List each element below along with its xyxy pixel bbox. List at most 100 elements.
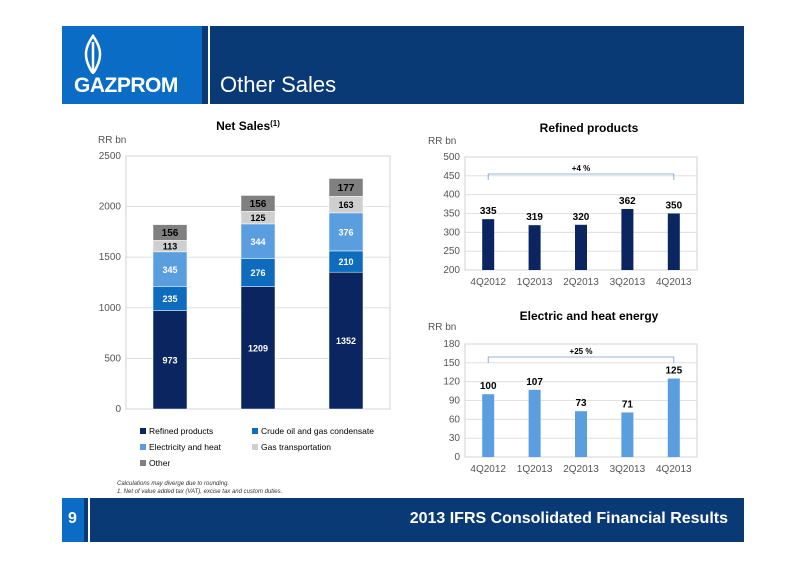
bar — [667, 213, 680, 270]
x-tick-label: 4Q2012 — [470, 277, 506, 288]
electric-heat-chart: Electric and heat energy RR bn 0 30 60 90 120 1… — [428, 309, 698, 475]
page-title: Other Sales — [220, 72, 337, 97]
data-label: 973 — [162, 355, 177, 365]
x-tick-label: 4Q2013 — [656, 277, 692, 288]
y-tick-label: 150 — [443, 358, 460, 369]
refined-products-chart: Refined products RR bn 200 250 300 350 400 450 5… — [428, 121, 698, 288]
legend-swatch — [140, 428, 146, 434]
y-tick-label: 60 — [449, 414, 461, 425]
legend-label: Refined products — [149, 426, 213, 436]
data-label: 125 — [665, 366, 682, 377]
data-label: 125 — [250, 213, 265, 223]
y-tick-label: 1500 — [99, 252, 122, 263]
y-tick-label: 300 — [443, 227, 460, 238]
data-label: 276 — [250, 268, 265, 278]
legend-label: Gas transportation — [261, 442, 331, 452]
y-tick-label: 2000 — [99, 202, 122, 213]
x-tick-label: 4Q2012 — [470, 464, 506, 475]
y-tick-label: 250 — [443, 246, 460, 257]
y-tick-label: 0 — [115, 404, 121, 415]
chart-title: Net Sales(1) — [216, 119, 280, 133]
legend-swatch — [140, 444, 146, 450]
bar-segment — [152, 251, 188, 288]
change-annotation: +4 % — [572, 164, 590, 173]
y-tick-label: 120 — [443, 377, 460, 388]
footnote-vat: 1. Net of value added tax (VAT), excise … — [117, 489, 283, 495]
footer-title: 2013 IFRS Consolidated Financial Results — [409, 510, 728, 527]
legend-label: Crude oil and gas condensate — [261, 426, 374, 436]
x-tick-label: 2Q2013 — [563, 277, 599, 288]
data-label: 345 — [162, 265, 177, 275]
footer-divider — [88, 498, 90, 542]
data-label: 156 — [250, 199, 267, 210]
x-tick-label: 1Q2013 — [517, 277, 553, 288]
data-label: 335 — [480, 206, 497, 217]
data-label: 177 — [338, 183, 355, 194]
y-tick-label: 450 — [443, 171, 460, 182]
y-tick-label: 0 — [454, 452, 460, 463]
y-tick-label: 1000 — [99, 303, 122, 314]
data-label: 1209 — [248, 343, 268, 353]
page-number-box: 9 — [62, 498, 84, 542]
footnote-rounding: Calculations may diverge due to rounding… — [117, 481, 230, 487]
y-axis-label: RR bn — [428, 322, 456, 333]
data-label: 376 — [338, 227, 353, 237]
bar — [528, 225, 541, 270]
data-label: 113 — [163, 242, 178, 252]
bar-segment — [328, 178, 364, 197]
legend-swatch — [252, 444, 258, 450]
change-bracket — [487, 356, 675, 363]
chart-title-footnote: (1) — [270, 119, 280, 128]
data-label: 210 — [338, 257, 353, 267]
data-label: 163 — [338, 200, 353, 210]
bar-segment — [240, 258, 276, 287]
y-axis-label: RR bn — [428, 136, 456, 147]
bar — [667, 378, 680, 457]
data-label: 362 — [619, 196, 636, 207]
legend-label: Electricity and heat — [149, 442, 221, 452]
y-tick-label: 350 — [443, 209, 460, 220]
bar — [575, 224, 587, 270]
logo-text: GAZPROM — [74, 74, 178, 97]
flame-icon — [84, 34, 102, 74]
page-number: 9 — [68, 510, 77, 527]
data-label: 344 — [250, 237, 265, 247]
y-tick-label: 400 — [443, 190, 460, 201]
bar-segment — [240, 195, 276, 212]
bar — [528, 389, 541, 457]
bar-segment — [328, 212, 364, 252]
net-sales-chart: Net Sales(1) RR bn 0 500 1000 1500 2000 2500 973… — [98, 119, 391, 468]
x-tick-label: 2Q2013 — [563, 464, 599, 475]
footer-bar: 9 2013 IFRS Consolidated Financial Resul… — [62, 498, 744, 542]
bar — [621, 208, 634, 270]
footnotes: Calculations may diverge due to rounding… — [117, 480, 282, 496]
x-tick-label: 3Q2013 — [610, 277, 646, 288]
y-tick-label: 500 — [104, 353, 121, 364]
bar-segment — [152, 310, 188, 410]
y-tick-label: 2500 — [99, 151, 122, 162]
header-divider — [208, 26, 210, 104]
data-label: 156 — [162, 228, 179, 239]
bar — [482, 394, 495, 457]
bar-segment — [328, 271, 364, 410]
x-tick-label: 3Q2013 — [610, 464, 646, 475]
data-label: 73 — [575, 398, 587, 409]
data-label: 319 — [526, 212, 543, 223]
legend-swatch — [140, 460, 146, 466]
legend-label: Other — [149, 458, 170, 468]
logo: GAZPROM — [62, 26, 202, 104]
y-tick-label: 30 — [449, 433, 461, 444]
y-tick-label: 500 — [443, 152, 460, 163]
x-tick-label: 4Q2013 — [656, 464, 692, 475]
y-axis-label: RR bn — [98, 135, 126, 146]
data-label: 350 — [665, 201, 682, 212]
y-tick-label: 200 — [443, 265, 460, 276]
legend-swatch — [252, 428, 258, 434]
data-label: 100 — [480, 381, 497, 392]
y-tick-label: 180 — [443, 339, 460, 350]
bar — [621, 412, 634, 457]
header-bar: GAZPROM Other Sales — [62, 26, 744, 104]
data-label: 107 — [526, 377, 543, 388]
chart-title: Electric and heat energy — [520, 309, 659, 323]
x-tick-label: 1Q2013 — [517, 464, 553, 475]
